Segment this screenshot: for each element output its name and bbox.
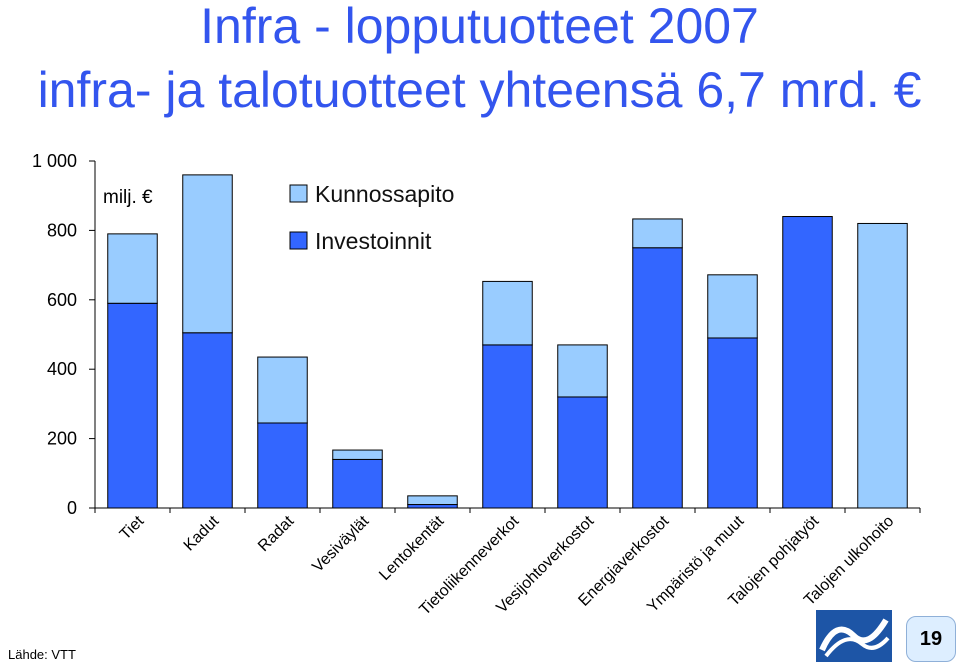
bar-investoinnit-5 <box>407 504 458 509</box>
bar-kunnossapito-9 <box>707 274 758 339</box>
y-tick-label: 200 <box>47 429 77 449</box>
bar-investoinnit-2 <box>182 332 233 509</box>
y-tick-label: 400 <box>47 359 77 379</box>
bar-kunnossapito-11 <box>857 222 908 509</box>
slide-title-line2: infra- ja talotuotteet yhteensä 6,7 mrd.… <box>37 62 922 118</box>
y-tick-label: 1 000 <box>32 151 77 171</box>
x-category-label: Lentokentät <box>376 512 448 584</box>
x-category-label: Vesiväylät <box>309 512 372 575</box>
bar-investoinnit-1 <box>107 302 158 509</box>
bar-kunnossapito-4 <box>332 449 383 460</box>
bar-kunnossapito-8 <box>632 218 683 249</box>
bar-kunnossapito-7 <box>557 344 608 398</box>
x-axis-labels: Tiet Kadut Radat Vesiväylät LentokentätTieto… <box>117 512 898 618</box>
bar-investoinnit-7 <box>557 396 608 509</box>
bar-kunnossapito-1 <box>107 233 158 304</box>
y-tick-label: 0 <box>67 498 77 518</box>
bar-investoinnit-9 <box>707 337 758 509</box>
bar-investoinnit-10 <box>782 216 833 509</box>
page-number: 19 <box>906 616 956 662</box>
y-axis: 0 200 400 600 800 1 000 <box>32 151 921 518</box>
x-category-label: Radat <box>255 512 298 555</box>
bar-kunnossapito-5 <box>407 495 458 506</box>
legend-label: Investoinnit <box>315 228 432 254</box>
slide-title-line1: Infra - lopputuotteet 2007 <box>200 0 759 54</box>
y-tick-label: 800 <box>47 220 77 240</box>
bar-kunnossapito-6 <box>482 280 533 346</box>
legend-label: Kunnossapito <box>315 181 454 207</box>
organization-logo <box>816 610 892 662</box>
legend-swatch <box>289 184 308 203</box>
bar-kunnossapito-2 <box>182 174 233 334</box>
y-tick-label: 600 <box>47 290 77 310</box>
bars <box>107 174 908 509</box>
legend-swatch <box>289 231 308 250</box>
bar-investoinnit-8 <box>632 247 683 509</box>
bar-investoinnit-4 <box>332 458 383 509</box>
bar-investoinnit-6 <box>482 344 533 509</box>
x-category-label: Tiet <box>117 512 148 543</box>
legend: Kunnossapito Investoinnit <box>289 181 454 254</box>
bar-kunnossapito-3 <box>257 356 308 424</box>
bar-investoinnit-3 <box>257 422 308 509</box>
x-category-label: Kadut <box>181 512 223 554</box>
source-label: Lähde: VTT <box>8 647 76 662</box>
unit-label: milj. € <box>103 187 153 208</box>
